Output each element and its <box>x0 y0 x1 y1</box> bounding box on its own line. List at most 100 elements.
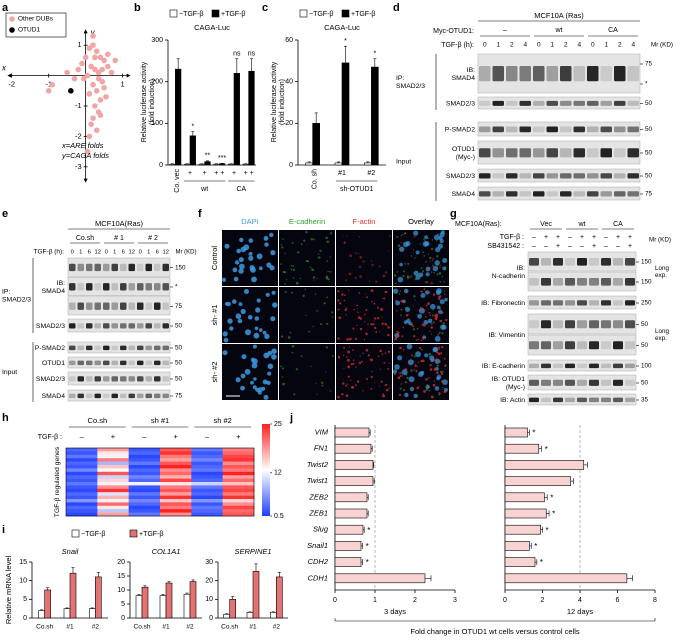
point <box>71 75 78 82</box>
blot-band <box>120 376 127 382</box>
image-spot <box>433 358 436 362</box>
image-spot <box>411 378 414 381</box>
mw-label: 75 <box>175 303 183 310</box>
image-spot <box>302 294 305 297</box>
x-tick-label: Co.sh <box>134 624 151 631</box>
legend-label: Other DUBs <box>18 16 54 23</box>
blot-band <box>627 173 639 179</box>
heatmap-cell <box>97 485 129 490</box>
image-spot <box>370 260 373 262</box>
panel-letter: c <box>262 2 268 14</box>
image-spot <box>370 358 373 362</box>
image-spot <box>252 385 257 390</box>
bar <box>341 62 350 166</box>
image-spot <box>255 387 260 392</box>
blot-band <box>541 320 551 329</box>
blot-band <box>533 100 545 106</box>
blot-band <box>546 66 558 82</box>
lane-label: – <box>568 243 572 250</box>
group-label: # 1 <box>114 235 124 242</box>
colorbar-label: 12 <box>274 470 282 477</box>
image-spot <box>399 372 402 375</box>
bar <box>334 524 364 535</box>
x-tick-label: #1 <box>338 170 346 177</box>
image-spot <box>399 387 402 390</box>
image-spot <box>343 367 345 369</box>
image-spot <box>382 297 384 300</box>
image-spot <box>325 371 327 373</box>
heatmap-cell <box>97 499 129 503</box>
row-label: SMAD2/3 <box>446 100 475 107</box>
heatmap-cell <box>128 512 161 517</box>
legend-label: +TGF-β <box>351 11 375 18</box>
section-label: IP: <box>396 75 404 82</box>
blot-band <box>111 345 118 351</box>
image-spot <box>347 375 350 378</box>
image-spot <box>420 293 426 298</box>
x-tick-label: 4 <box>578 597 582 604</box>
group-label: CA <box>236 186 246 193</box>
image-spot <box>404 381 407 384</box>
image-spot <box>359 317 363 320</box>
blot-band <box>120 360 127 366</box>
image-spot <box>327 270 330 273</box>
heatmap-cell <box>97 512 129 517</box>
image-spot <box>352 359 355 362</box>
image-spot <box>439 273 441 275</box>
row-label: SMAD2/3 <box>36 376 65 383</box>
image-spot <box>405 306 408 310</box>
image-spot <box>341 293 343 295</box>
blot-band <box>492 126 504 133</box>
blot-band <box>154 283 161 291</box>
point <box>84 148 91 155</box>
image-spot <box>329 256 331 258</box>
axis-label: (fold induction) <box>149 79 156 125</box>
image-spot <box>429 256 432 260</box>
image-spot <box>272 302 278 308</box>
image-spot <box>343 235 345 237</box>
image-spot <box>266 262 272 268</box>
subplot-title: COL1A1 <box>152 547 181 556</box>
heatmap-cell <box>191 509 223 513</box>
image-spot <box>358 265 362 269</box>
mw-label: 50 <box>645 173 653 180</box>
image-spot <box>290 264 293 267</box>
heatmap-cell <box>222 492 255 496</box>
image-spot <box>240 385 245 391</box>
blot-band <box>77 323 84 329</box>
heatmap-cell <box>222 502 255 507</box>
image-spot <box>399 262 403 267</box>
image-spot <box>423 324 426 327</box>
heatmap-cell <box>128 465 161 469</box>
image-spot <box>415 255 417 257</box>
lane-label: 1 <box>113 250 116 256</box>
mw-label: 100 <box>641 363 652 370</box>
x-tick-label: Co.sh <box>221 624 238 631</box>
image-spot <box>407 276 410 279</box>
colorbar <box>262 424 270 516</box>
image-spot <box>425 272 430 277</box>
micrograph <box>336 230 392 286</box>
image-spot <box>338 357 341 359</box>
image-spot <box>437 358 439 360</box>
significance: ns <box>248 51 256 58</box>
mw-label: 35 <box>641 397 649 404</box>
lane-label: 12 <box>129 250 135 256</box>
mw-label: 50 <box>641 380 649 387</box>
heatmap-cell <box>222 509 255 513</box>
blot-band <box>69 323 76 329</box>
image-spot <box>419 306 422 309</box>
image-spot <box>436 240 438 242</box>
image-spot <box>321 384 324 387</box>
blot-band <box>577 397 587 403</box>
image-spot <box>445 318 448 322</box>
image-spot <box>425 290 430 295</box>
bar <box>334 476 374 486</box>
blot-band <box>577 341 587 350</box>
mw-label: 50 <box>175 360 183 367</box>
heatmap-cell <box>222 505 255 510</box>
blot-band <box>600 126 612 133</box>
image-spot <box>411 388 414 391</box>
image-spot <box>357 316 361 319</box>
image-spot <box>430 333 433 335</box>
